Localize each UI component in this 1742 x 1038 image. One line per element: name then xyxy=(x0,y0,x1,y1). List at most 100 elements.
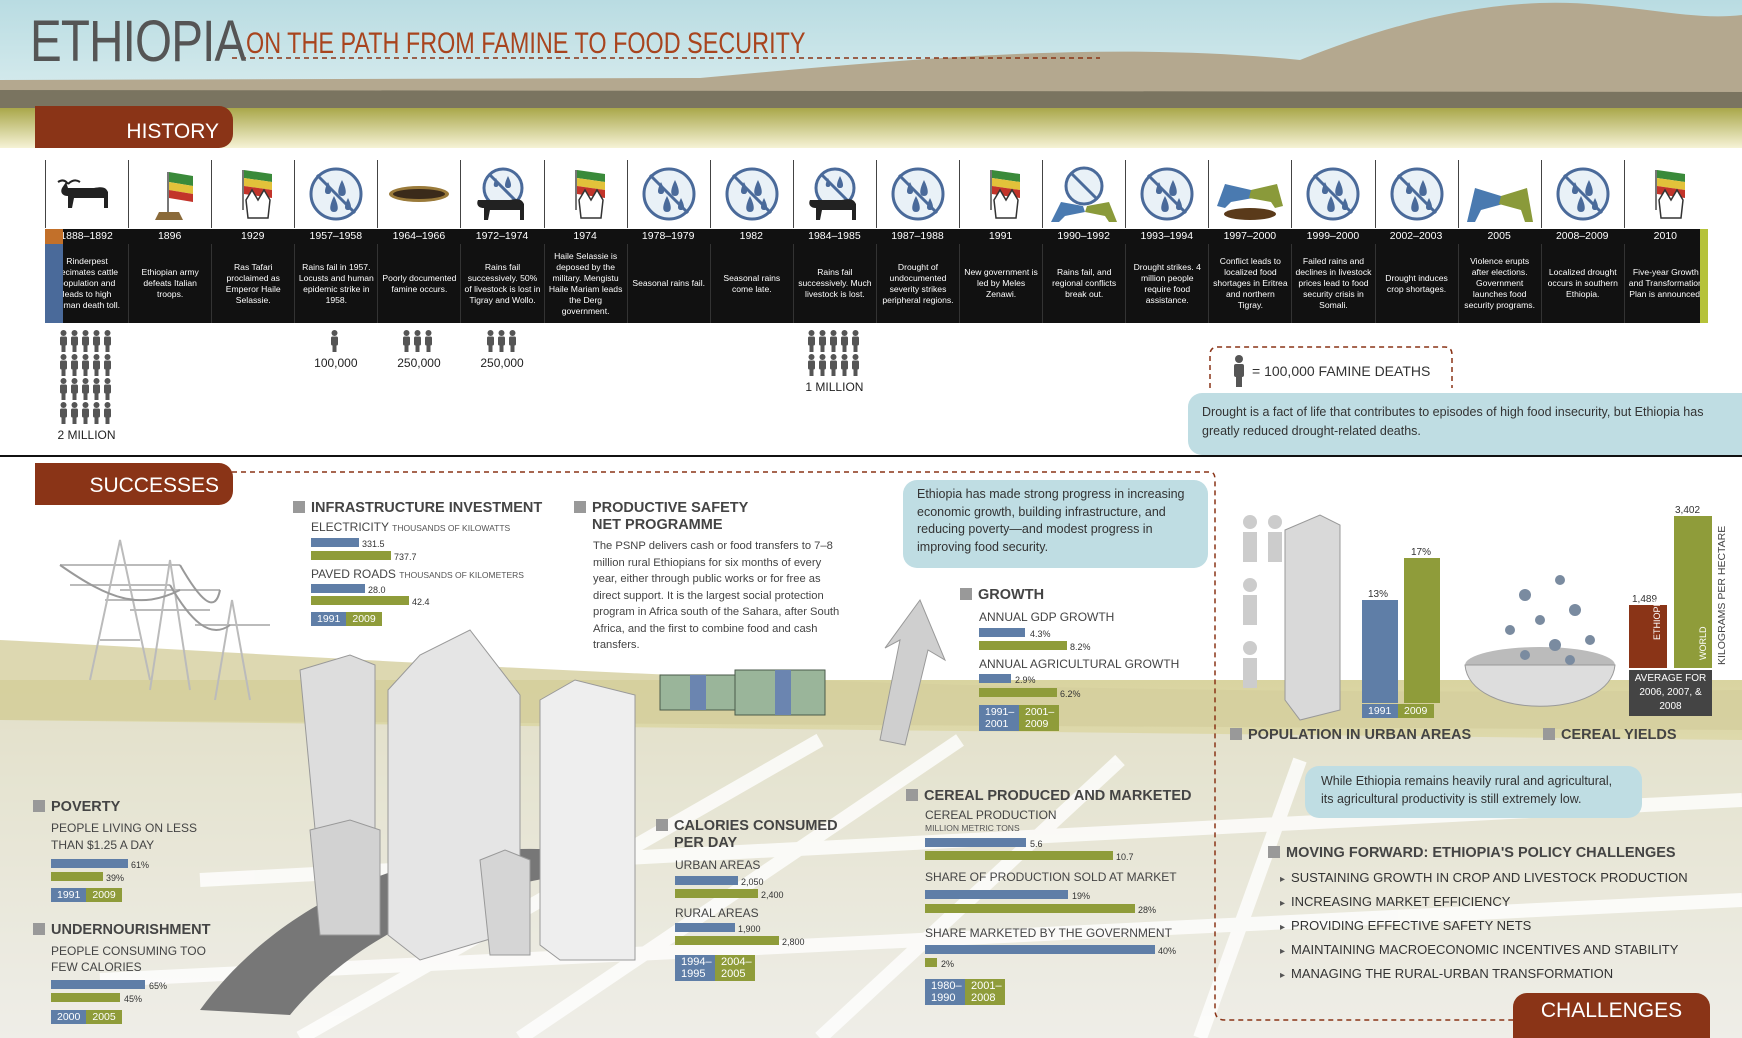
timeline-year: 1997–2000 xyxy=(1223,230,1277,242)
person-icon xyxy=(60,330,68,352)
person-icon xyxy=(425,330,433,352)
timeline-icon-no-rain xyxy=(1540,160,1624,228)
elec-label: ELECTRICITY THOUSANDS OF KILOWATTS xyxy=(311,520,511,534)
timeline-year: 1964–1966 xyxy=(392,230,446,242)
cereal-yield-heading: CEREAL YIELDS xyxy=(1543,727,1677,743)
timeline-year: 1929 xyxy=(241,230,265,242)
timeline-icon-no-rain-cattle xyxy=(460,160,543,228)
person-icon xyxy=(104,402,112,424)
timeline-year: 1984–1985 xyxy=(808,230,861,242)
calories-urban-value-2: 2,400 xyxy=(761,890,784,900)
poverty-legend: 1991 2009 xyxy=(51,888,122,902)
agr-value-2: 6.2% xyxy=(1060,689,1081,699)
undernourishment-heading: UNDERNOURISHMENT xyxy=(33,922,211,938)
timeline-year: 2005 xyxy=(1487,230,1511,242)
person-icon xyxy=(807,330,815,352)
timeline-icon-flag-crown xyxy=(211,160,294,228)
timeline-event: Drought strikes. 4 million people requir… xyxy=(1125,244,1208,323)
calories-rural-value-2: 2,800 xyxy=(782,937,805,947)
yield-label-world: WORLD xyxy=(1698,626,1708,661)
urban-bar-1991 xyxy=(1362,600,1398,703)
timeline-event: Rains fail successively. 50% of livestoc… xyxy=(460,244,543,323)
timeline-icon-flag xyxy=(128,160,211,228)
cereal-share-label: SHARE OF PRODUCTION SOLD AT MARKET xyxy=(925,870,1177,884)
calories-urban-value-1: 2,050 xyxy=(741,877,764,887)
undernourishment-desc: PEOPLE CONSUMING TOO FEW CALORIES xyxy=(51,944,206,974)
cereal-heading: CEREAL PRODUCED AND MARKETED xyxy=(906,788,1191,804)
page-subtitle: ON THE PATH FROM FAMINE TO FOOD SECURITY xyxy=(246,27,806,60)
death-count-label: 2 MILLION xyxy=(57,428,116,442)
undernourishment-bar-2000 xyxy=(51,980,145,989)
timeline-left-accent xyxy=(45,229,63,323)
person-icon xyxy=(1234,355,1244,387)
person-icon xyxy=(71,402,79,424)
timeline-year: 1972–1974 xyxy=(475,230,529,242)
timeline-event: Rains fail in 1957. Locusts and human ep… xyxy=(294,244,377,323)
gdp-bar-2 xyxy=(979,641,1067,650)
challenge-item: ▸ PROVIDING EFFECTIVE SAFETY NETS xyxy=(1280,918,1532,933)
timeline-event: Ras Tafari proclaimed as Emperor Haile S… xyxy=(211,244,294,323)
challenges-note: While Ethiopia remains heavily rural and… xyxy=(1305,766,1642,818)
person-icon xyxy=(93,402,101,424)
cereal-prod-bar-2 xyxy=(925,851,1113,860)
calories-rural-bar-1 xyxy=(675,923,735,932)
timeline-icon-arms xyxy=(1457,160,1541,228)
undernourishment-bar-2005 xyxy=(51,993,120,1002)
poverty-value-1991: 61% xyxy=(131,860,150,870)
timeline-year: 1991 xyxy=(988,230,1013,242)
person-icon xyxy=(104,378,112,400)
person-icon xyxy=(818,330,826,352)
person-icon xyxy=(104,330,112,352)
person-icon xyxy=(818,354,826,376)
poverty-heading: POVERTY xyxy=(33,799,120,815)
timeline-year: 2008–2009 xyxy=(1555,230,1609,242)
timeline-icon-no-rain xyxy=(626,160,710,228)
person-icon xyxy=(82,378,90,400)
person-icon xyxy=(60,354,68,376)
person-icon xyxy=(93,330,101,352)
timeline-icon-arms-hole xyxy=(1208,160,1291,228)
urban-bar-2009 xyxy=(1404,558,1440,703)
calories-rural-value-1: 1,900 xyxy=(738,924,761,934)
calories-rural-bar-2 xyxy=(675,936,779,945)
poverty-bar-1991 xyxy=(51,859,128,868)
elec-bar-1991 xyxy=(311,538,359,547)
person-icon xyxy=(82,402,90,424)
timeline-year: 1957–1958 xyxy=(309,230,363,242)
person-icon xyxy=(840,330,848,352)
yield-unit: KILOGRAMS PER HECTARE xyxy=(1716,525,1728,665)
poverty-desc: PEOPLE LIVING ON LESS THAN $1.25 A DAY xyxy=(51,821,198,852)
successes-note: Ethiopia has made strong progress in inc… xyxy=(903,480,1208,568)
person-icon xyxy=(71,354,79,376)
calories-heading: CALORIES CONSUMED PER DAY xyxy=(656,818,838,852)
cereal-prod-label: CEREAL PRODUCTION xyxy=(925,808,1057,822)
elec-bar-2009 xyxy=(311,551,391,560)
timeline-year: 1888–1892 xyxy=(60,230,113,242)
challenge-item: ▸ SUSTAINING GROWTH IN CROP AND LIVESTOCK… xyxy=(1280,870,1688,885)
timeline-right-accent xyxy=(1700,229,1708,323)
cereal-prod-unit: MILLION METRIC TONS xyxy=(925,823,1020,833)
person-icon xyxy=(71,330,79,352)
cereal-prod-value-1: 5.6 xyxy=(1030,839,1043,849)
death-legend: = 100,000 FAMINE DEATHS xyxy=(1232,355,1430,387)
power-towers xyxy=(59,539,270,701)
person-icon xyxy=(807,354,815,376)
person-icon xyxy=(104,354,112,376)
timeline-year: 1987–1988 xyxy=(891,230,944,242)
calories-urban-bar-1 xyxy=(675,876,738,885)
cereal-share-value-1: 19% xyxy=(1072,891,1091,901)
person-icon xyxy=(497,330,505,352)
timeline-left-accent-top xyxy=(45,229,63,244)
death-figures xyxy=(486,330,519,352)
urban-legend: 1991 2009 xyxy=(1362,704,1434,718)
death-figures xyxy=(59,330,114,424)
timeline-icon-no-rain-cattle xyxy=(792,160,876,228)
timeline-event: Rains fail successively. Much livestock … xyxy=(792,244,876,323)
timeline-event: Haile Selassie is deposed by the militar… xyxy=(543,244,627,323)
challenge-item: ▸ MANAGING THE RURAL-URBAN TRANSFORMATION xyxy=(1280,966,1614,981)
timeline-year: 1974 xyxy=(573,230,597,242)
person-icon xyxy=(82,354,90,376)
person-icon xyxy=(851,354,859,376)
timeline-year: 2010 xyxy=(1653,230,1677,242)
timeline-year: 1982 xyxy=(739,230,763,242)
